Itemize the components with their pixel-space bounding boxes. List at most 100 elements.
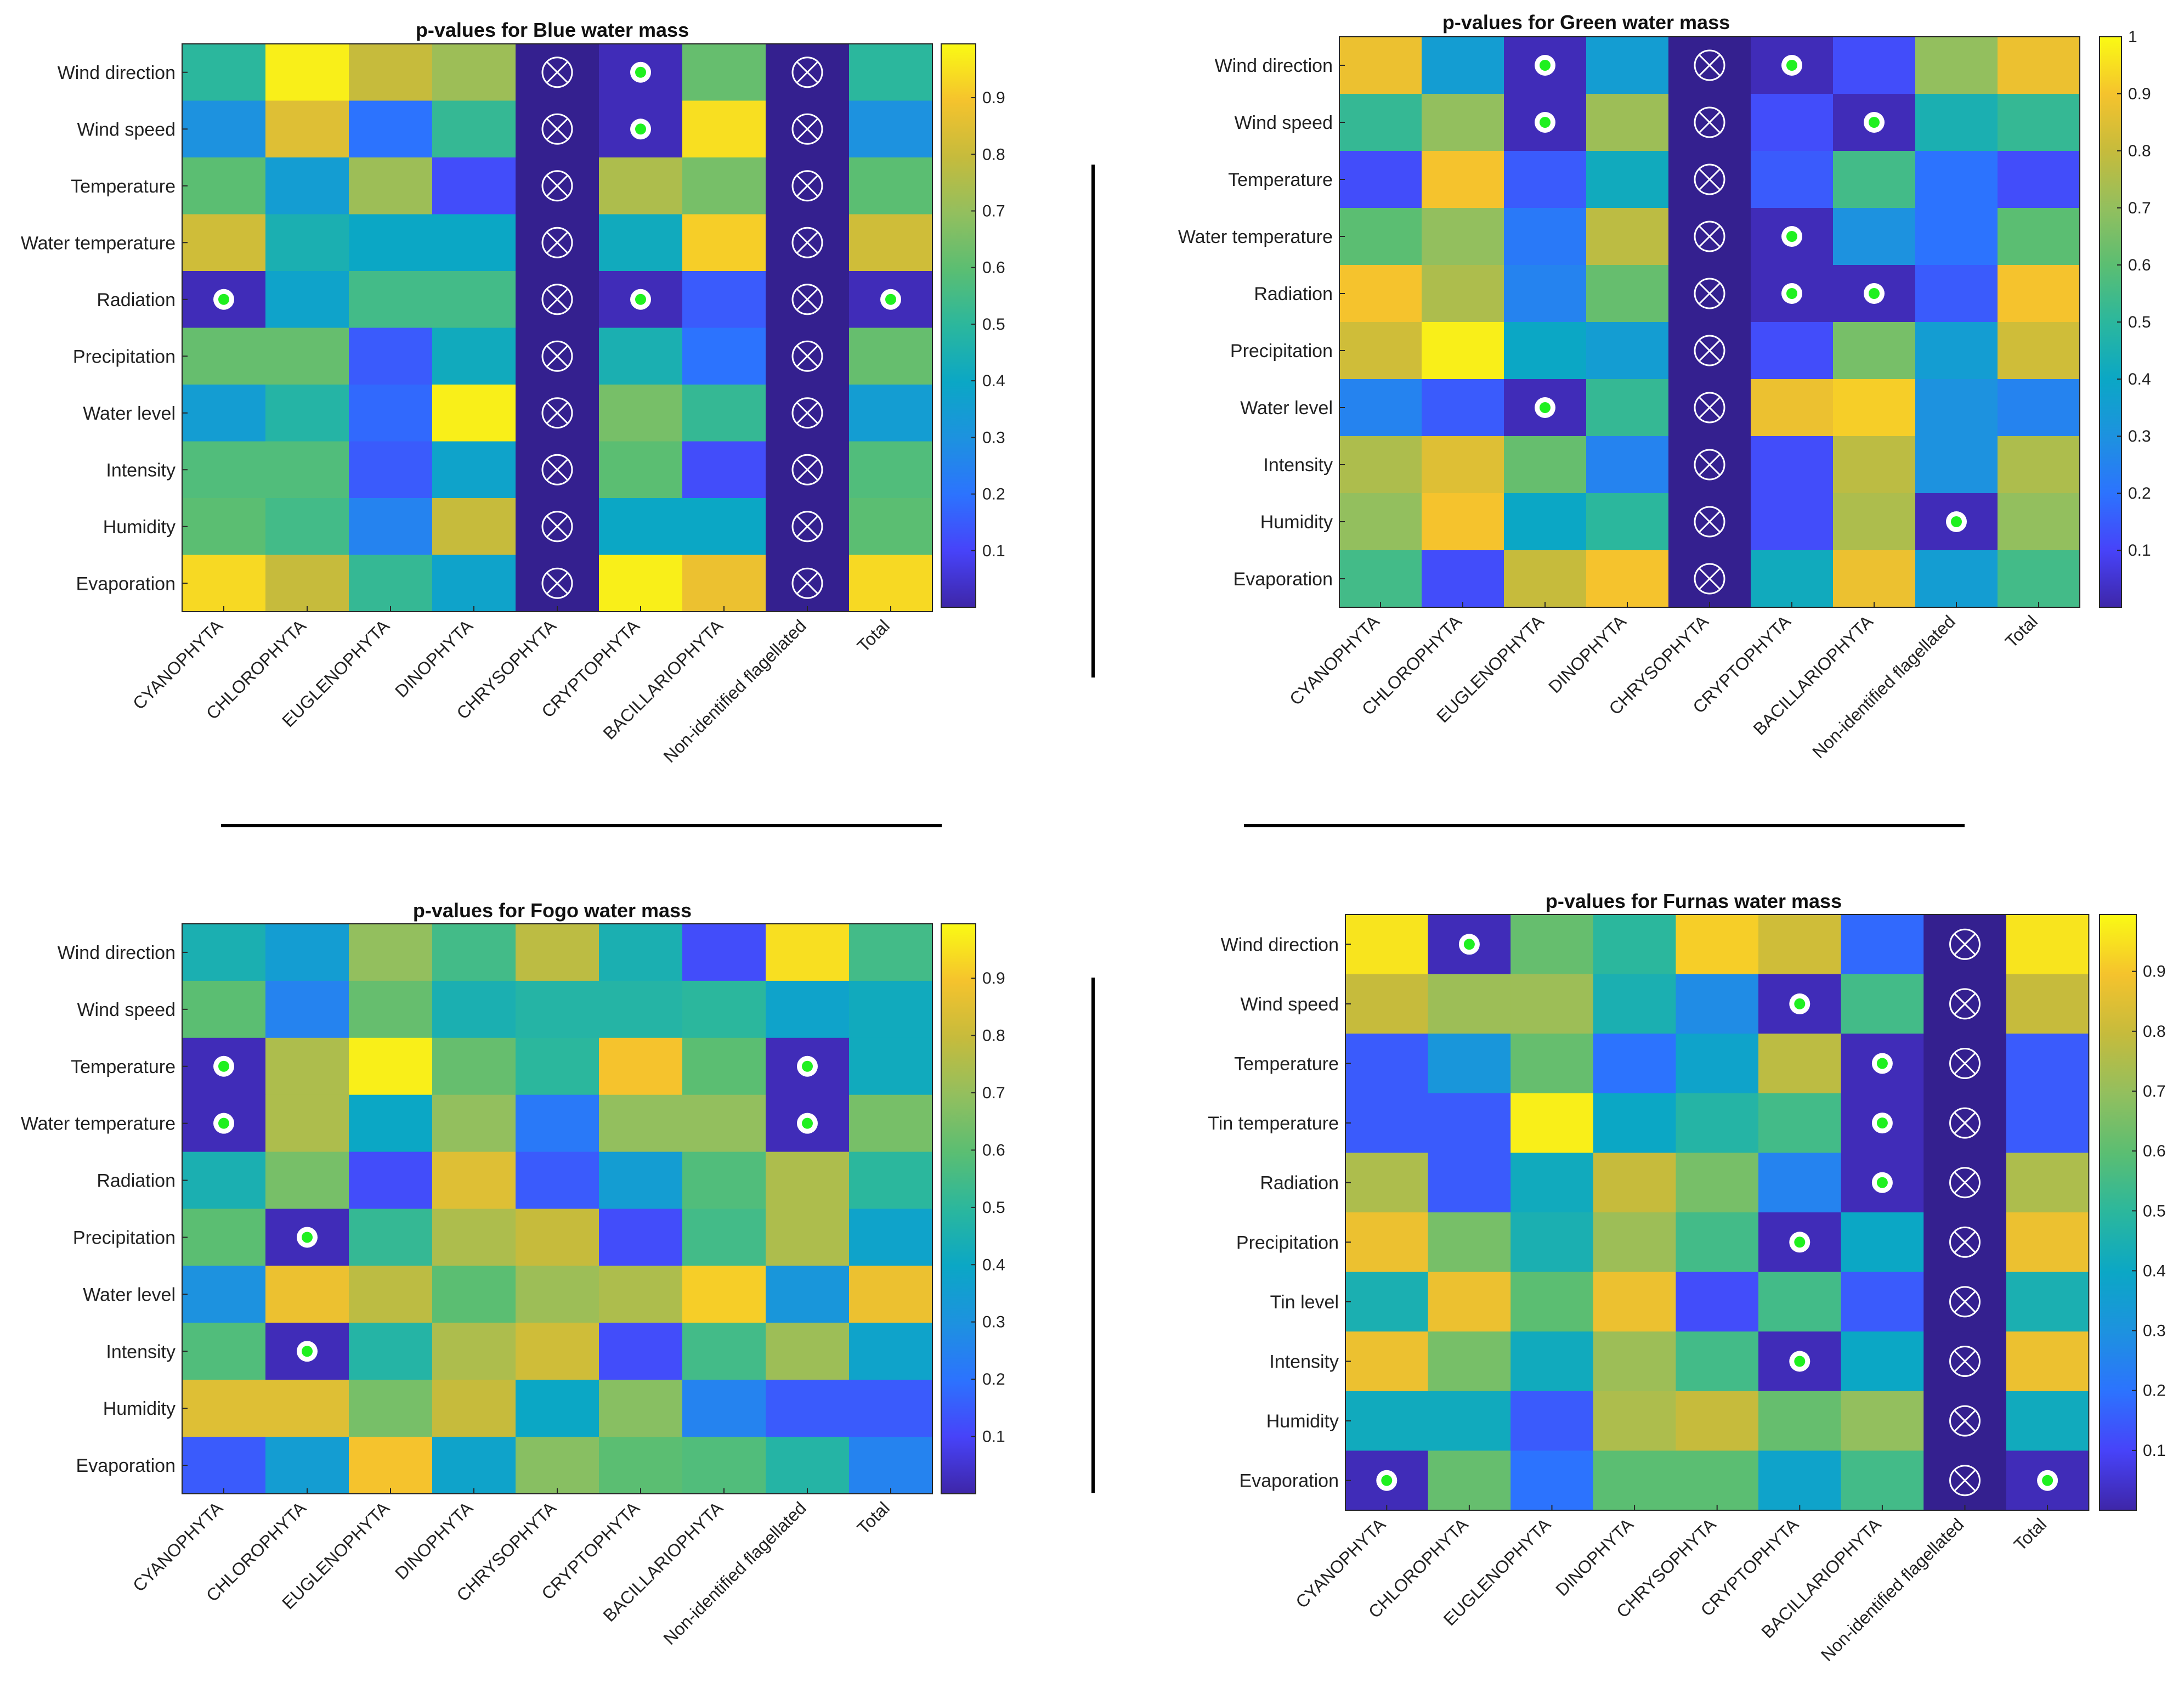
significance-marker-icon bbox=[1871, 1053, 1893, 1074]
heatmap-cell bbox=[1841, 1212, 1924, 1273]
heatmap-cell bbox=[1833, 550, 1916, 608]
heatmap-cell bbox=[1586, 493, 1669, 551]
heatmap-cell bbox=[1339, 550, 1422, 608]
heatmap-cells bbox=[1345, 914, 2089, 1511]
heatmap-cell bbox=[1428, 1331, 1511, 1392]
heatmap-cell bbox=[1510, 1450, 1594, 1511]
heatmap-cell bbox=[516, 1437, 599, 1494]
heatmap-cell bbox=[1676, 1212, 1759, 1273]
heatmap-cell bbox=[182, 1437, 266, 1494]
excluded-marker-icon bbox=[1949, 1107, 1981, 1139]
heatmap-cell bbox=[265, 1380, 349, 1437]
heatmap-cell bbox=[2006, 1272, 2089, 1332]
y-tick-label: Humidity bbox=[103, 517, 176, 538]
heatmap-cell bbox=[1428, 1153, 1511, 1213]
heatmap-cell bbox=[1504, 436, 1587, 494]
y-tick-label: Humidity bbox=[1266, 1411, 1339, 1432]
y-tick-label: Temperature bbox=[71, 176, 176, 197]
heatmap-cell bbox=[849, 1037, 933, 1096]
heatmap-cell bbox=[432, 1323, 516, 1380]
heatmap-cell bbox=[849, 214, 933, 272]
excluded-marker-icon bbox=[541, 113, 573, 145]
y-tick-label: Precipitation bbox=[1230, 341, 1333, 362]
heatmap-cell bbox=[1428, 1093, 1511, 1153]
excluded-marker-icon bbox=[791, 170, 823, 202]
significance-marker-icon bbox=[630, 61, 651, 83]
heatmap-cell bbox=[1915, 322, 1998, 380]
heatmap-cell bbox=[1586, 151, 1669, 208]
colorbar-tick-label: 1 bbox=[2128, 28, 2137, 46]
heatmap-cell bbox=[1841, 1391, 1924, 1451]
heatmap-cell bbox=[1676, 1331, 1759, 1392]
significance-marker-icon bbox=[1864, 112, 1885, 133]
y-tick-label: Temperature bbox=[71, 1057, 176, 1077]
heatmap-cells bbox=[182, 924, 933, 1494]
colorbar: 0.1 0.2 0.3 0.4 0.5 0.6 0.7 0.8 0.9 bbox=[941, 43, 1005, 608]
y-tick-label: Wind speed bbox=[1234, 112, 1333, 133]
heatmap-cell bbox=[1510, 1272, 1594, 1332]
heatmap-cell bbox=[599, 214, 683, 272]
heatmap-cell bbox=[1758, 1391, 1842, 1451]
heatmap-cell bbox=[516, 1037, 599, 1096]
heatmap-cell bbox=[1676, 914, 1759, 975]
heatmap-cell bbox=[516, 1266, 599, 1323]
heatmap-cell bbox=[1422, 37, 1504, 94]
heatmap-cell bbox=[432, 385, 516, 442]
heatmap-cell bbox=[599, 1323, 683, 1380]
colorbar-tick-label: 0.6 bbox=[982, 259, 1005, 277]
heatmap-cell bbox=[432, 1437, 516, 1494]
heatmap-cell bbox=[1586, 94, 1669, 151]
heatmap-cell bbox=[682, 214, 766, 272]
colorbar-tick-label: 0.5 bbox=[2128, 313, 2151, 331]
heatmap-cell bbox=[1504, 151, 1587, 208]
heatmap-cell bbox=[432, 1037, 516, 1096]
heatmap-cell bbox=[1676, 1093, 1759, 1153]
excluded-marker-icon bbox=[1694, 49, 1725, 81]
significance-marker-icon bbox=[1789, 993, 1810, 1014]
significance-marker-icon bbox=[1871, 1172, 1893, 1193]
excluded-marker-icon bbox=[541, 170, 573, 202]
excluded-marker-icon bbox=[1694, 163, 1725, 195]
heatmap-cell bbox=[1345, 1331, 1429, 1392]
heatmap-cell bbox=[766, 1266, 850, 1323]
heatmap-cell bbox=[182, 1380, 266, 1437]
heatmap-cell bbox=[1998, 436, 2080, 494]
heatmap-cell bbox=[2006, 1034, 2089, 1094]
heatmap-cell bbox=[1915, 265, 1998, 323]
y-tick-label: Intensity bbox=[106, 1341, 176, 1362]
heatmap-cell bbox=[682, 498, 766, 556]
heatmap-cell bbox=[349, 441, 433, 499]
colorbar-tick-label: 0.8 bbox=[982, 1027, 1005, 1045]
x-tick-label: Non-identified flagellated bbox=[1808, 611, 1959, 762]
colorbar-tick-label: 0.5 bbox=[982, 1199, 1005, 1217]
heatmap-cell bbox=[265, 498, 349, 556]
heatmap-cell bbox=[1510, 1212, 1594, 1273]
y-tick-label: Radiation bbox=[1254, 284, 1333, 304]
colorbar-tick-label: 0.7 bbox=[982, 1084, 1005, 1102]
heatmap-cell bbox=[1345, 1093, 1429, 1153]
y-tick-label: Intensity bbox=[1263, 455, 1333, 476]
y-tick-label: Precipitation bbox=[73, 1227, 176, 1248]
heatmap-cell bbox=[349, 924, 433, 981]
heatmap-cell bbox=[1751, 493, 1834, 551]
excluded-marker-icon bbox=[791, 284, 823, 315]
heatmap-cell bbox=[2006, 1391, 2089, 1451]
heatmap-cell bbox=[1676, 1153, 1759, 1213]
heatmap-cell bbox=[265, 1037, 349, 1096]
heatmap-cell bbox=[1586, 436, 1669, 494]
significance-marker-icon bbox=[1789, 1232, 1810, 1253]
heatmap-cell bbox=[265, 980, 349, 1038]
heatmap-cell bbox=[1586, 208, 1669, 266]
heatmap-cell bbox=[1593, 914, 1676, 975]
heatmap-cell bbox=[1345, 914, 1429, 975]
excluded-marker-icon bbox=[1949, 1286, 1981, 1318]
heatmap-cell bbox=[1676, 1391, 1759, 1451]
heatmap-cell bbox=[265, 555, 349, 612]
heatmap-cell bbox=[682, 555, 766, 612]
colorbar-tick-label: 0.5 bbox=[2143, 1202, 2166, 1220]
axis-ticks bbox=[1345, 944, 2049, 1510]
heatmap-cell bbox=[1339, 94, 1422, 151]
heatmap-cell bbox=[1339, 208, 1422, 266]
heatmap-cell bbox=[265, 214, 349, 272]
heatmap-cell bbox=[265, 385, 349, 442]
